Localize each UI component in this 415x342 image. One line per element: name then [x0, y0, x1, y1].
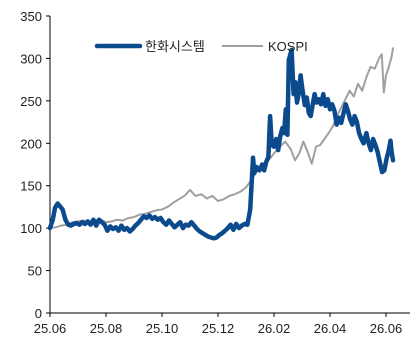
y-tick-label: 200 [20, 136, 42, 151]
y-tick-label: 350 [20, 9, 42, 24]
series-line-hanwha [47, 47, 396, 241]
y-tick-label: 0 [35, 306, 42, 321]
y-tick-label: 100 [20, 221, 42, 236]
legend-label-kospi: KOSPI [268, 39, 308, 54]
series-lines [47, 47, 396, 241]
x-tick-label: 25.08 [90, 321, 123, 336]
x-tick-label: 25.10 [146, 321, 179, 336]
y-tick-label: 150 [20, 179, 42, 194]
series-line-kospi [49, 47, 394, 230]
x-tick-label: 25.06 [34, 321, 67, 336]
x-ticks: 25.06 25.08 25.10 25.12 26.02 26.04 26.06 [34, 313, 403, 336]
legend-label-hanwha: 한화시스템 [145, 39, 205, 54]
y-tick-label: 300 [20, 51, 42, 66]
x-tick-label: 26.06 [370, 321, 403, 336]
y-ticks: 0 50 100 150 200 250 300 350 [20, 9, 50, 321]
x-tick-label: 26.04 [314, 321, 347, 336]
y-tick-label: 250 [20, 94, 42, 109]
legend: 한화시스템 KOSPI [94, 39, 308, 54]
y-tick-label: 50 [28, 264, 42, 279]
x-tick-label: 25.12 [202, 321, 235, 336]
x-tick-label: 26.02 [258, 321, 291, 336]
